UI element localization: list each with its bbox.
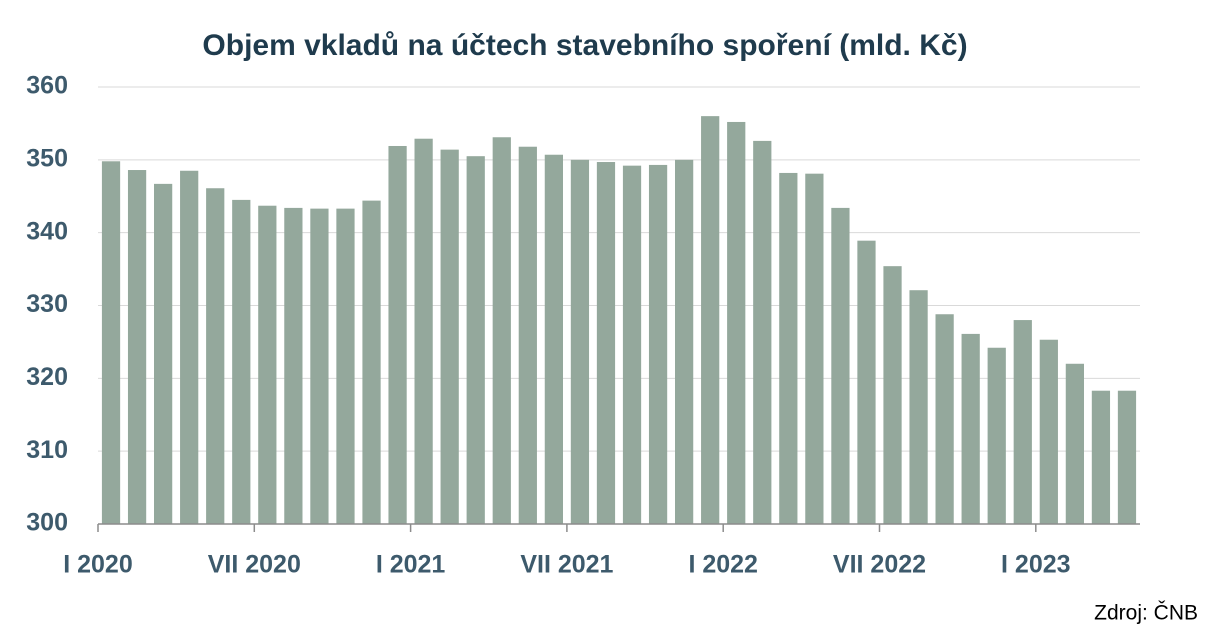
bar <box>492 137 511 524</box>
bar <box>388 145 407 524</box>
bar <box>596 162 616 525</box>
y-tick-label: 340 <box>26 217 68 245</box>
x-tick-label: VII 2022 <box>833 551 926 579</box>
y-tick-label: 300 <box>26 509 68 537</box>
bar <box>362 200 381 524</box>
bar <box>544 154 563 525</box>
bar <box>232 199 251 524</box>
bar <box>727 121 746 525</box>
bar <box>258 205 277 525</box>
x-tick-label: I 2022 <box>688 551 758 579</box>
bar <box>1039 339 1058 524</box>
bar <box>336 208 355 525</box>
y-tick-label: 360 <box>26 72 68 100</box>
bar <box>648 164 668 524</box>
bar <box>1091 390 1111 524</box>
bar <box>310 208 329 525</box>
bar <box>284 207 303 525</box>
bar <box>414 138 433 524</box>
y-tick-label: 320 <box>26 363 68 391</box>
bar <box>831 207 850 525</box>
bar <box>1117 390 1137 524</box>
bar <box>206 188 225 524</box>
bar <box>127 170 147 524</box>
bar <box>987 347 1006 524</box>
x-tick-label: I 2020 <box>63 551 133 579</box>
x-tick-label: VII 2020 <box>208 551 301 579</box>
bar <box>909 290 928 524</box>
bar <box>883 266 902 524</box>
bar <box>154 183 173 524</box>
y-tick-label: 350 <box>26 144 68 172</box>
bar <box>1013 320 1032 524</box>
bar <box>518 146 537 524</box>
y-tick-label: 330 <box>26 290 68 318</box>
bar <box>101 161 121 525</box>
x-tick-label: VII 2021 <box>520 551 613 579</box>
bar <box>180 170 199 524</box>
chart-title: Objem vkladů na účtech stavebního spořen… <box>202 29 967 62</box>
bar <box>857 240 876 524</box>
x-tick-label: I 2021 <box>376 551 446 579</box>
bar <box>805 173 824 524</box>
y-tick-label: 310 <box>26 436 68 464</box>
bar <box>753 140 772 524</box>
bar <box>675 159 694 525</box>
bar <box>935 314 954 524</box>
bar <box>570 159 590 525</box>
x-tick-label: I 2023 <box>1001 551 1071 579</box>
bar <box>701 116 720 524</box>
source: Zdroj: ČNB <box>1094 602 1198 625</box>
bar <box>622 165 642 524</box>
bar <box>466 156 485 525</box>
bar <box>961 333 980 524</box>
bar <box>440 149 459 525</box>
bar <box>1065 363 1084 524</box>
bar <box>779 172 798 524</box>
